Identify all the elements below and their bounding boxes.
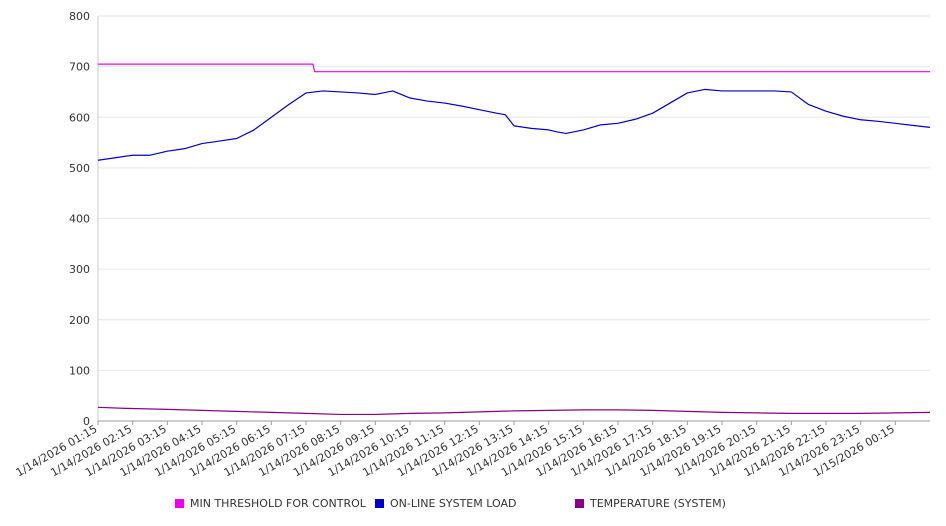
- y-tick-label: 600: [69, 111, 90, 124]
- series-line-online-system-load: [97, 88, 931, 161]
- chart-legend: MIN THRESHOLD FOR CONTROL ON-LINE SYSTEM…: [0, 497, 946, 515]
- y-tick-label: 300: [69, 263, 90, 276]
- legend-item-temperature[interactable]: TEMPERATURE (SYSTEM): [575, 497, 726, 510]
- legend-swatch-online-system-load: [375, 499, 384, 508]
- legend-label-min-threshold: MIN THRESHOLD FOR CONTROL: [190, 497, 366, 510]
- y-tick-label: 200: [69, 314, 90, 327]
- y-tick-label: 800: [69, 10, 90, 23]
- y-tick-label: 700: [69, 61, 90, 74]
- legend-swatch-temperature: [575, 499, 584, 508]
- series-line-temperature: [97, 406, 931, 416]
- y-tick-label: 100: [69, 364, 90, 377]
- y-tick-label: 500: [69, 162, 90, 175]
- y-tick-label: 400: [69, 213, 90, 226]
- series-line-min-threshold: [98, 63, 930, 73]
- legend-item-min-threshold[interactable]: MIN THRESHOLD FOR CONTROL: [175, 497, 366, 510]
- y-tick-label: 0: [83, 415, 90, 428]
- legend-swatch-min-threshold: [175, 499, 184, 508]
- legend-label-temperature: TEMPERATURE (SYSTEM): [590, 497, 726, 510]
- legend-label-online-system-load: ON-LINE SYSTEM LOAD: [390, 497, 517, 510]
- legend-item-online-system-load[interactable]: ON-LINE SYSTEM LOAD: [375, 497, 516, 510]
